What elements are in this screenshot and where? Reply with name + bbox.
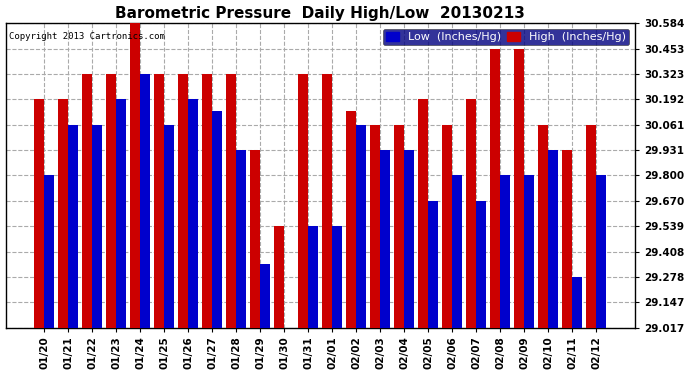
Bar <box>178 74 188 327</box>
Bar <box>418 99 428 327</box>
Bar <box>380 150 391 327</box>
Text: Copyright 2013 Cartronics.com: Copyright 2013 Cartronics.com <box>9 32 165 41</box>
Bar <box>322 74 333 327</box>
Bar <box>250 150 260 327</box>
Bar <box>274 226 284 327</box>
Bar <box>491 48 500 327</box>
Bar <box>260 264 270 327</box>
Bar <box>154 74 164 327</box>
Bar <box>394 125 404 327</box>
Bar <box>226 74 236 327</box>
Bar <box>549 150 558 327</box>
Bar <box>188 99 198 327</box>
Bar <box>236 150 246 327</box>
Bar <box>356 125 366 327</box>
Bar <box>453 176 462 327</box>
Bar <box>68 125 79 327</box>
Bar <box>500 176 511 327</box>
Bar <box>538 125 549 327</box>
Title: Barometric Pressure  Daily High/Low  20130213: Barometric Pressure Daily High/Low 20130… <box>115 6 525 21</box>
Bar <box>34 99 44 327</box>
Bar <box>572 277 582 327</box>
Bar <box>202 74 213 327</box>
Bar <box>58 99 68 327</box>
Bar <box>562 150 572 327</box>
Bar <box>44 176 55 327</box>
Bar <box>116 99 126 327</box>
Bar <box>82 74 92 327</box>
Bar <box>333 226 342 327</box>
Bar <box>586 125 596 327</box>
Bar <box>346 111 356 327</box>
Bar <box>466 99 476 327</box>
Bar <box>92 125 102 327</box>
Bar <box>476 201 486 327</box>
Bar <box>140 74 150 327</box>
Bar <box>524 176 535 327</box>
Bar <box>371 125 380 327</box>
Bar <box>514 48 524 327</box>
Bar <box>308 226 318 327</box>
Bar <box>428 201 438 327</box>
Bar <box>596 176 607 327</box>
Bar <box>130 23 140 327</box>
Bar <box>442 125 453 327</box>
Bar <box>213 111 222 327</box>
Bar <box>106 74 116 327</box>
Bar <box>298 74 308 327</box>
Legend: Low  (Inches/Hg), High  (Inches/Hg): Low (Inches/Hg), High (Inches/Hg) <box>383 28 629 45</box>
Bar <box>164 125 175 327</box>
Bar <box>404 150 415 327</box>
